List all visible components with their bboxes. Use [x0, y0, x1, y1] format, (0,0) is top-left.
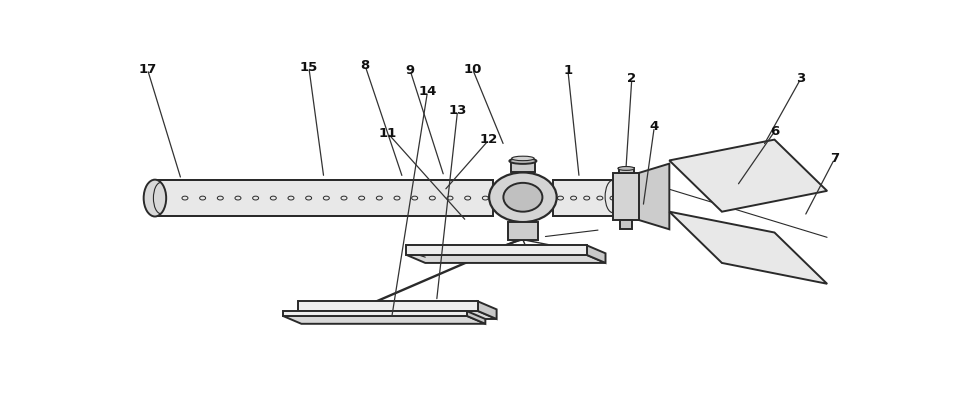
Text: 3: 3: [797, 72, 805, 85]
Ellipse shape: [510, 158, 537, 164]
Text: 8: 8: [360, 59, 370, 72]
Polygon shape: [508, 222, 538, 240]
Text: 17: 17: [139, 63, 157, 76]
Polygon shape: [511, 161, 535, 173]
Text: 10: 10: [463, 63, 482, 76]
Polygon shape: [478, 301, 496, 319]
Text: 7: 7: [830, 152, 839, 165]
Polygon shape: [553, 180, 620, 216]
Polygon shape: [467, 311, 485, 324]
Polygon shape: [297, 301, 478, 311]
Ellipse shape: [143, 180, 167, 216]
Text: 11: 11: [379, 127, 397, 140]
Polygon shape: [155, 180, 493, 216]
Ellipse shape: [512, 156, 534, 161]
Polygon shape: [670, 212, 827, 284]
Text: 14: 14: [419, 85, 437, 98]
Text: 4: 4: [649, 120, 659, 133]
Text: 12: 12: [480, 133, 498, 146]
Polygon shape: [407, 255, 606, 263]
Text: 6: 6: [769, 125, 779, 138]
Polygon shape: [618, 168, 634, 173]
Ellipse shape: [489, 173, 556, 222]
Polygon shape: [670, 140, 827, 212]
Polygon shape: [620, 220, 632, 229]
Polygon shape: [297, 311, 496, 319]
Polygon shape: [586, 245, 606, 263]
Text: 2: 2: [627, 72, 637, 85]
Ellipse shape: [618, 166, 635, 171]
Polygon shape: [613, 173, 640, 220]
Text: 1: 1: [563, 64, 573, 77]
Polygon shape: [283, 316, 485, 324]
Text: 9: 9: [406, 64, 415, 77]
Polygon shape: [638, 163, 670, 229]
Text: 13: 13: [449, 104, 467, 117]
Polygon shape: [283, 311, 467, 316]
Text: 15: 15: [299, 61, 318, 74]
Polygon shape: [407, 245, 586, 255]
Ellipse shape: [503, 183, 543, 212]
